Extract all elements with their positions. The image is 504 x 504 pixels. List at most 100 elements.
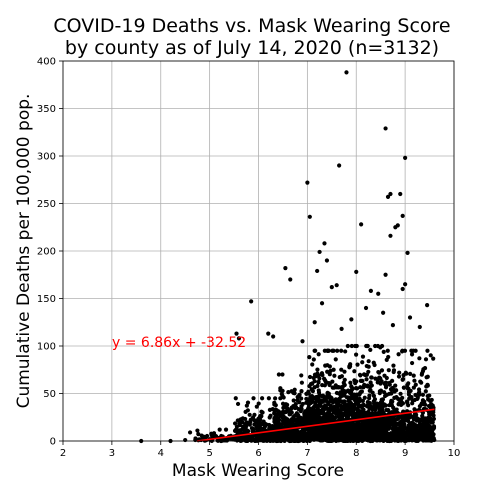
data-point bbox=[322, 383, 327, 388]
data-point bbox=[289, 405, 294, 410]
data-point bbox=[364, 383, 369, 389]
data-point bbox=[296, 394, 301, 399]
chart-title-line-1: COVID-19 Deaths vs. Mask Wearing Score bbox=[53, 15, 450, 37]
data-point bbox=[346, 406, 351, 412]
data-point bbox=[424, 420, 430, 426]
data-point bbox=[337, 163, 342, 168]
data-point bbox=[284, 432, 289, 437]
fit-equation-label: y = 6.86x + -32.52 bbox=[112, 335, 246, 351]
data-point bbox=[349, 343, 354, 349]
data-point bbox=[307, 214, 312, 219]
data-point bbox=[339, 405, 344, 410]
data-point bbox=[275, 424, 280, 430]
data-point bbox=[267, 415, 272, 420]
data-point bbox=[315, 413, 320, 418]
data-point bbox=[407, 315, 413, 320]
data-point bbox=[243, 416, 248, 422]
data-point bbox=[334, 385, 339, 390]
data-point bbox=[337, 417, 342, 422]
data-point bbox=[359, 435, 364, 440]
data-point bbox=[383, 272, 388, 277]
data-point bbox=[376, 431, 381, 436]
data-point bbox=[377, 389, 382, 394]
data-point bbox=[352, 369, 357, 374]
data-point bbox=[326, 381, 331, 386]
x-tick-label: 7 bbox=[304, 448, 310, 459]
x-tick-label: 9 bbox=[402, 448, 408, 459]
data-point bbox=[384, 392, 390, 397]
data-point bbox=[405, 386, 410, 391]
data-point bbox=[347, 364, 352, 369]
data-point bbox=[369, 375, 374, 380]
data-point bbox=[259, 414, 264, 419]
data-point bbox=[244, 403, 249, 408]
data-point bbox=[376, 291, 381, 296]
data-point bbox=[412, 438, 417, 443]
data-point bbox=[391, 423, 396, 428]
data-point bbox=[360, 419, 365, 424]
data-point bbox=[388, 387, 394, 392]
data-point bbox=[391, 369, 396, 375]
data-point bbox=[299, 380, 304, 385]
y-axis-label: Cumulative Deaths per 100,000 pop. bbox=[14, 94, 34, 409]
data-point bbox=[400, 401, 406, 406]
data-point bbox=[412, 378, 417, 383]
data-point bbox=[342, 403, 348, 409]
data-point bbox=[302, 411, 307, 417]
data-point bbox=[240, 420, 245, 425]
data-point bbox=[394, 407, 399, 412]
data-point bbox=[307, 430, 312, 436]
data-point bbox=[361, 407, 366, 412]
data-point bbox=[425, 434, 430, 439]
data-point bbox=[277, 421, 282, 426]
data-point bbox=[245, 435, 251, 440]
data-point bbox=[252, 437, 257, 442]
data-point bbox=[271, 433, 276, 438]
data-point bbox=[316, 379, 321, 384]
data-point bbox=[408, 371, 413, 376]
data-point bbox=[317, 249, 322, 255]
data-point bbox=[299, 373, 304, 378]
data-point bbox=[306, 389, 311, 394]
data-point bbox=[353, 386, 359, 391]
data-point bbox=[316, 388, 321, 393]
data-point bbox=[338, 430, 343, 435]
data-point bbox=[329, 285, 334, 290]
x-axis-label: Mask Wearing Score bbox=[172, 461, 344, 481]
data-point bbox=[397, 370, 402, 375]
data-point bbox=[368, 427, 373, 432]
data-point bbox=[312, 372, 318, 377]
data-point bbox=[419, 380, 424, 385]
data-point bbox=[360, 398, 365, 403]
data-point bbox=[299, 389, 304, 394]
x-tick-label: 3 bbox=[109, 448, 115, 459]
data-point bbox=[254, 418, 259, 423]
data-points bbox=[139, 70, 437, 444]
data-point bbox=[249, 434, 254, 439]
data-point bbox=[420, 418, 425, 423]
data-point bbox=[342, 377, 347, 382]
data-point bbox=[388, 400, 394, 405]
data-point bbox=[398, 191, 403, 197]
data-point bbox=[362, 395, 367, 400]
data-point bbox=[266, 422, 272, 428]
data-point bbox=[364, 363, 369, 369]
data-point bbox=[405, 250, 410, 255]
data-point bbox=[300, 432, 305, 437]
data-point bbox=[348, 380, 353, 385]
data-point bbox=[389, 416, 394, 421]
data-point bbox=[306, 400, 311, 405]
data-point bbox=[324, 398, 329, 403]
data-point bbox=[329, 416, 334, 421]
data-point bbox=[366, 359, 371, 364]
data-point bbox=[383, 380, 389, 385]
data-point bbox=[379, 434, 384, 439]
data-point bbox=[325, 348, 331, 353]
data-point bbox=[273, 418, 278, 423]
data-point bbox=[320, 372, 325, 378]
data-point bbox=[360, 360, 365, 365]
data-point bbox=[249, 299, 254, 304]
data-point bbox=[408, 388, 413, 394]
data-point bbox=[412, 413, 417, 418]
y-tick-label: 300 bbox=[37, 152, 56, 163]
